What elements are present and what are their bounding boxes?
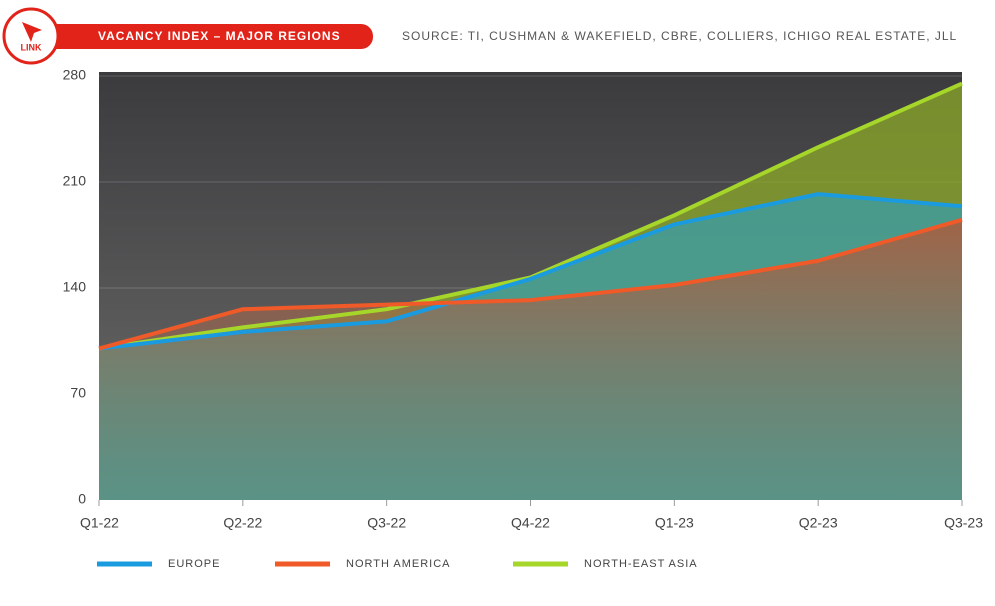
y-tick-label: 70 [70,385,86,401]
x-tick-label: Q3-22 [367,515,406,531]
x-tick-label: Q2-22 [223,515,262,531]
x-tick-label: Q1-22 [80,515,119,531]
legend-label: NORTH AMERICA [346,558,450,570]
chart-title: VACANCY INDEX – MAJOR REGIONS [98,29,341,43]
line [98,192,963,351]
y-tick-label: 140 [63,279,87,295]
x-tick-label: Q2-23 [799,515,838,531]
legend-label: EUROPE [168,558,220,570]
x-tick-label: Q4-22 [511,515,550,531]
source: SOURCE: TI, CUSHMAN & WAKEFIELD, CBRE, C… [402,29,957,43]
x-tick-label: Q3-23 [944,515,983,531]
legend-label: NORTH-EAST ASIA [584,558,698,570]
y-tick-label: 210 [63,173,87,189]
logo-text: LINK [21,42,42,52]
y-tick-label: 0 [78,491,86,507]
area [99,219,962,500]
y-tick-label: 280 [63,67,87,83]
x-tick-label: Q1-23 [655,515,694,531]
line [98,217,963,351]
title-banner [20,24,373,49]
logo-arrow [22,22,42,42]
